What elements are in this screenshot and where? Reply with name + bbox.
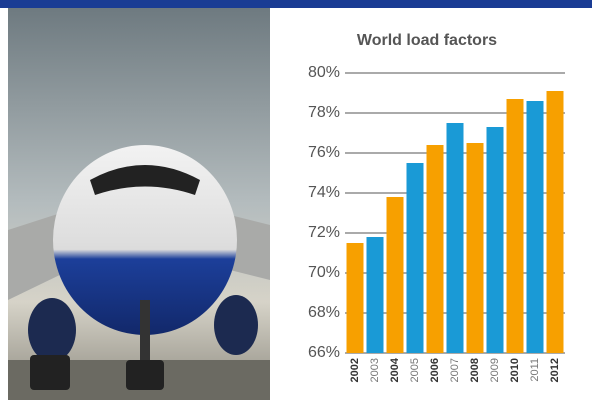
photo — [8, 8, 270, 400]
y-tick-label: 66% — [308, 344, 340, 361]
x-tick-label: 2002 — [349, 358, 361, 382]
top-bar — [0, 0, 592, 8]
bar — [426, 145, 444, 353]
y-tick-label: 76% — [308, 144, 340, 161]
x-tick-label: 2006 — [429, 358, 441, 382]
y-tick-label: 70% — [308, 264, 340, 281]
bar — [366, 237, 384, 353]
x-tick-label: 2005 — [409, 358, 421, 382]
chart-title: World load factors — [357, 32, 497, 49]
x-tick-label: 2003 — [369, 358, 381, 382]
bar — [446, 123, 464, 353]
bar — [346, 243, 364, 353]
x-tick-label: 2004 — [389, 357, 401, 382]
x-tick-label: 2010 — [509, 358, 521, 382]
bar — [506, 99, 524, 353]
bar — [526, 101, 544, 353]
x-tick-label: 2007 — [449, 358, 461, 382]
y-tick-label: 74% — [308, 184, 340, 201]
bar — [406, 163, 424, 353]
y-tick-label: 80% — [308, 64, 340, 81]
x-tick-label: 2009 — [489, 358, 501, 382]
bar — [486, 127, 504, 353]
y-tick-label: 72% — [308, 224, 340, 241]
y-tick-label: 68% — [308, 304, 340, 321]
bar — [546, 91, 564, 353]
x-tick-label: 2011 — [529, 358, 541, 382]
bar — [386, 197, 404, 353]
bar — [466, 143, 484, 353]
x-tick-label: 2008 — [469, 358, 481, 382]
x-tick-label: 2012 — [549, 358, 561, 382]
y-tick-label: 78% — [308, 104, 340, 121]
